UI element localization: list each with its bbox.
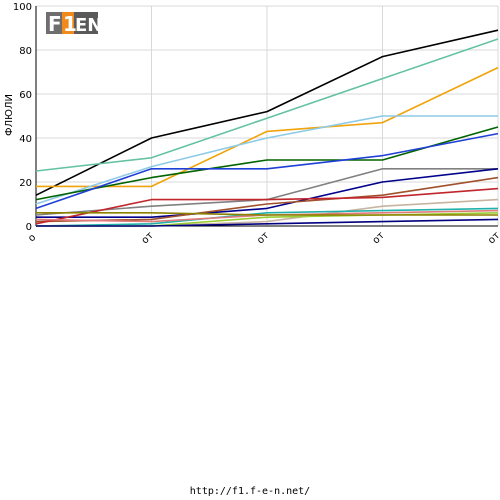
series-line-2 <box>35 38 499 172</box>
y-tick-label: 80 <box>19 46 32 57</box>
series-lines <box>35 29 499 227</box>
x-tick-label: от <box>486 230 500 246</box>
x-tick-label: о <box>26 232 38 244</box>
logo-letters-en: EN <box>75 15 102 36</box>
x-tick-label: от <box>255 230 271 246</box>
logo-box-2 <box>62 12 74 34</box>
x-tick-labels: о от от от от <box>26 230 500 246</box>
series-line-3 <box>36 66 499 188</box>
x-tick-label: от <box>140 230 156 246</box>
logo-letter-1: 1 <box>63 12 77 36</box>
footer-url: http://f1.f-e-n.net/ <box>189 486 311 497</box>
y-tick-label: 20 <box>19 178 32 189</box>
y-tick-labels: 0 20 40 60 80 100 <box>13 2 32 233</box>
y-tick-label: 40 <box>19 134 32 145</box>
logo-box-1 <box>46 12 62 34</box>
y-tick-label: 100 <box>13 2 32 13</box>
y-axis-label: ФЛЮЛИ <box>4 94 15 136</box>
series-line-16 <box>36 218 499 227</box>
series-line-1 <box>35 29 499 196</box>
x-tick-label: от <box>371 230 387 246</box>
series-line-10 <box>35 187 499 225</box>
y-tick-label: 60 <box>19 90 32 101</box>
series-line-15 <box>36 212 498 216</box>
series-line-4 <box>35 115 498 205</box>
logo-letter-f: F <box>48 12 62 36</box>
series-line-6 <box>35 132 499 210</box>
logo: F 1 EN <box>46 12 102 36</box>
series-line-8 <box>36 168 499 218</box>
series-line-12 <box>35 207 499 227</box>
y-tick-label: 0 <box>26 222 32 233</box>
logo-box-3 <box>74 12 98 34</box>
